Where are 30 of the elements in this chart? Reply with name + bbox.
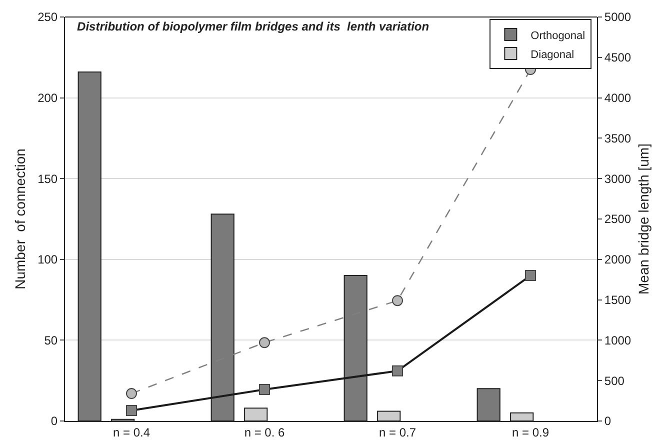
- y-tick-label: 150: [38, 172, 58, 186]
- x-tick-label: n = 0.9: [512, 425, 550, 440]
- y2-tick-label: 0: [604, 414, 612, 428]
- point: [259, 384, 270, 395]
- y2-axis-title: Mean bridge length [um]: [636, 144, 652, 294]
- y2-tick-label: 1000: [604, 333, 632, 348]
- y-axis-title: Number of connection: [12, 148, 28, 290]
- y2-tick-label: 3500: [604, 131, 632, 146]
- point: [392, 365, 403, 376]
- y2-tick-label: 2000: [604, 252, 632, 267]
- y-tick-label: 50: [44, 333, 58, 348]
- point: [126, 405, 137, 416]
- x-tick-label: n = 0.4: [112, 425, 150, 440]
- point: [525, 270, 536, 282]
- y-tick-label: 200: [38, 91, 58, 105]
- y2-tick-label: 3000: [604, 172, 632, 186]
- y-tick-label: 250: [38, 10, 58, 24]
- y2-tick-label: 1500: [604, 293, 632, 307]
- y2-tick-label: 5000: [604, 10, 632, 24]
- y-tick-label: 100: [38, 252, 58, 267]
- chart-title: Distribution of biopolymer film bridges and its lenth variation: [77, 20, 430, 34]
- y2-tick-label: 2500: [604, 212, 632, 226]
- legend-label: Orthogonal: [530, 30, 586, 42]
- y2-tick-label: 4000: [604, 91, 632, 105]
- y2-tick-label: 4500: [604, 50, 632, 65]
- y-tick-label: 0: [50, 414, 58, 428]
- x-tick-label: n = 0. 6: [244, 425, 286, 440]
- y2-tick-label: 500: [604, 374, 625, 388]
- x-tick-label: n = 0.7: [378, 425, 416, 440]
- legend-label: Diagonal: [530, 48, 574, 61]
